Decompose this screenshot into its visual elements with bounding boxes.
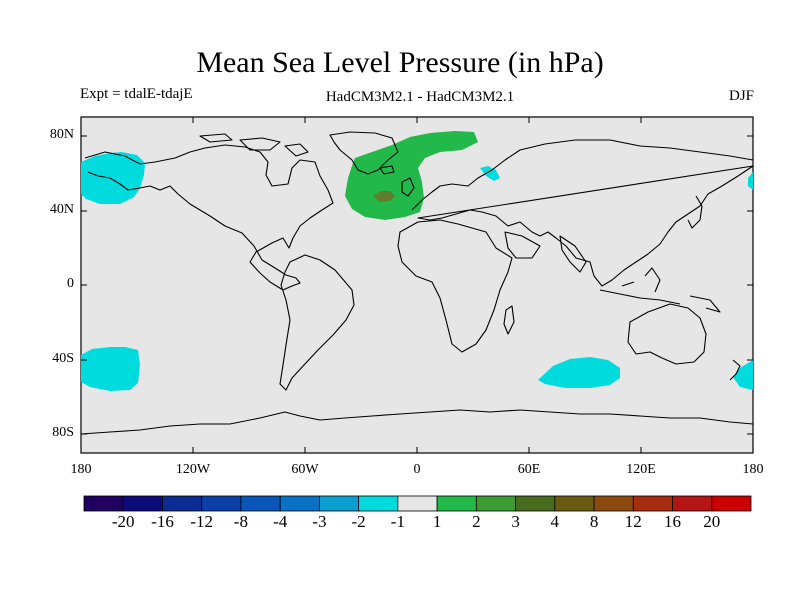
coastline-australia: [627, 303, 707, 365]
model-label: HadCM3M2.1 - HadCM3M2.1: [325, 89, 515, 105]
y-tick-80n: 80N: [49, 127, 74, 142]
colorbar-label: 20: [703, 512, 721, 531]
colorbar-swatch: [593, 495, 634, 512]
colorbar-label: 1: [432, 512, 442, 531]
coastline-south-america: [279, 254, 355, 391]
colorbar-label: -16: [151, 512, 174, 531]
colorbar-label: -2: [351, 512, 366, 531]
x-tick-0: 0: [413, 462, 421, 477]
anomaly-region-southeast-edge: [733, 360, 753, 390]
experiment-label: Expt = tdalE-tdajE: [80, 86, 193, 102]
axis-ticks: [81, 117, 753, 453]
colorbar-swatch: [279, 495, 320, 512]
colorbar-label: -20: [111, 512, 135, 531]
x-tick-120w: 120W: [175, 462, 211, 477]
coastline-arabia-india: [504, 231, 587, 273]
colorbar-label: -12: [190, 512, 214, 531]
y-tick-0: 0: [67, 276, 74, 291]
coastline-japan: [687, 195, 703, 229]
colorbar-swatch: [475, 495, 516, 512]
colorbar-swatch: [672, 495, 713, 512]
anomaly-region-south-indian: [538, 357, 620, 388]
colorbar-swatch: [122, 495, 163, 512]
colorbar-swatch: [162, 495, 203, 512]
colorbar-swatch: [240, 495, 281, 512]
colorbar-swatch: [397, 495, 438, 512]
colorbar-swatch: [711, 495, 752, 512]
colorbar-label: 8: [589, 512, 599, 531]
colorbar-swatch: [632, 495, 673, 512]
anomaly-region-south-pacific: [81, 347, 140, 391]
season-label: DJF: [728, 88, 754, 104]
coastline-north-america: [84, 144, 334, 291]
coastline-indonesia: [599, 267, 721, 313]
coastline-arctic-islands: [199, 133, 309, 157]
x-tick-120e: 120E: [626, 462, 656, 477]
colorbar-label: -1: [390, 512, 405, 531]
colorbar-swatch: [319, 495, 360, 512]
coastline-new-zealand: [729, 359, 741, 381]
anomaly-region-northeast-edge: [748, 172, 753, 190]
coastline-greenland: [329, 131, 399, 175]
y-tick-40s: 40S: [52, 351, 74, 366]
x-tick-60e: 60E: [517, 462, 541, 477]
coastline-madagascar: [503, 305, 515, 335]
coastline-africa: [397, 219, 513, 353]
colorbar-swatch: [436, 495, 477, 512]
y-tick-80s: 80S: [52, 425, 74, 440]
x-tick-60w: 60W: [291, 462, 319, 477]
anomaly-region-small-scandinavia: [480, 166, 500, 181]
colorbar-swatch: [554, 495, 595, 512]
x-tick-180w: 180: [70, 462, 92, 477]
y-tick-40n: 40N: [49, 202, 74, 217]
colorbar-label: 16: [664, 512, 681, 531]
colorbar-label: -8: [233, 512, 248, 531]
colorbar-label: -4: [273, 512, 288, 531]
coastline-british-isles: [379, 165, 415, 197]
anomaly-regions: [81, 131, 753, 391]
anomaly-region-positive-core: [373, 191, 395, 202]
colorbar-label: -3: [312, 512, 327, 531]
coastline-antarctica: [80, 409, 754, 435]
colorbar-swatch: [515, 495, 556, 512]
colorbar-swatch: [83, 495, 124, 512]
colorbar-label: 12: [624, 512, 642, 531]
colorbar-label: 2: [472, 512, 481, 531]
coastline-eurasia: [411, 139, 754, 287]
colorbar-swatch: [358, 495, 399, 512]
x-tick-180e: 180: [742, 462, 764, 477]
anomaly-region-north-pacific: [81, 152, 145, 204]
colorbar-label: 4: [550, 512, 560, 531]
colorbar: [83, 495, 752, 512]
colorbar-swatch: [201, 495, 242, 512]
coastlines: [80, 131, 754, 435]
colorbar-label: 3: [511, 512, 520, 531]
map-title: Mean Sea Level Pressure (in hPa): [196, 46, 604, 79]
